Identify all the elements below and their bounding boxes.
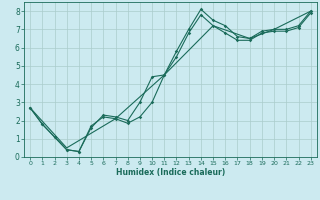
X-axis label: Humidex (Indice chaleur): Humidex (Indice chaleur) [116,168,225,177]
